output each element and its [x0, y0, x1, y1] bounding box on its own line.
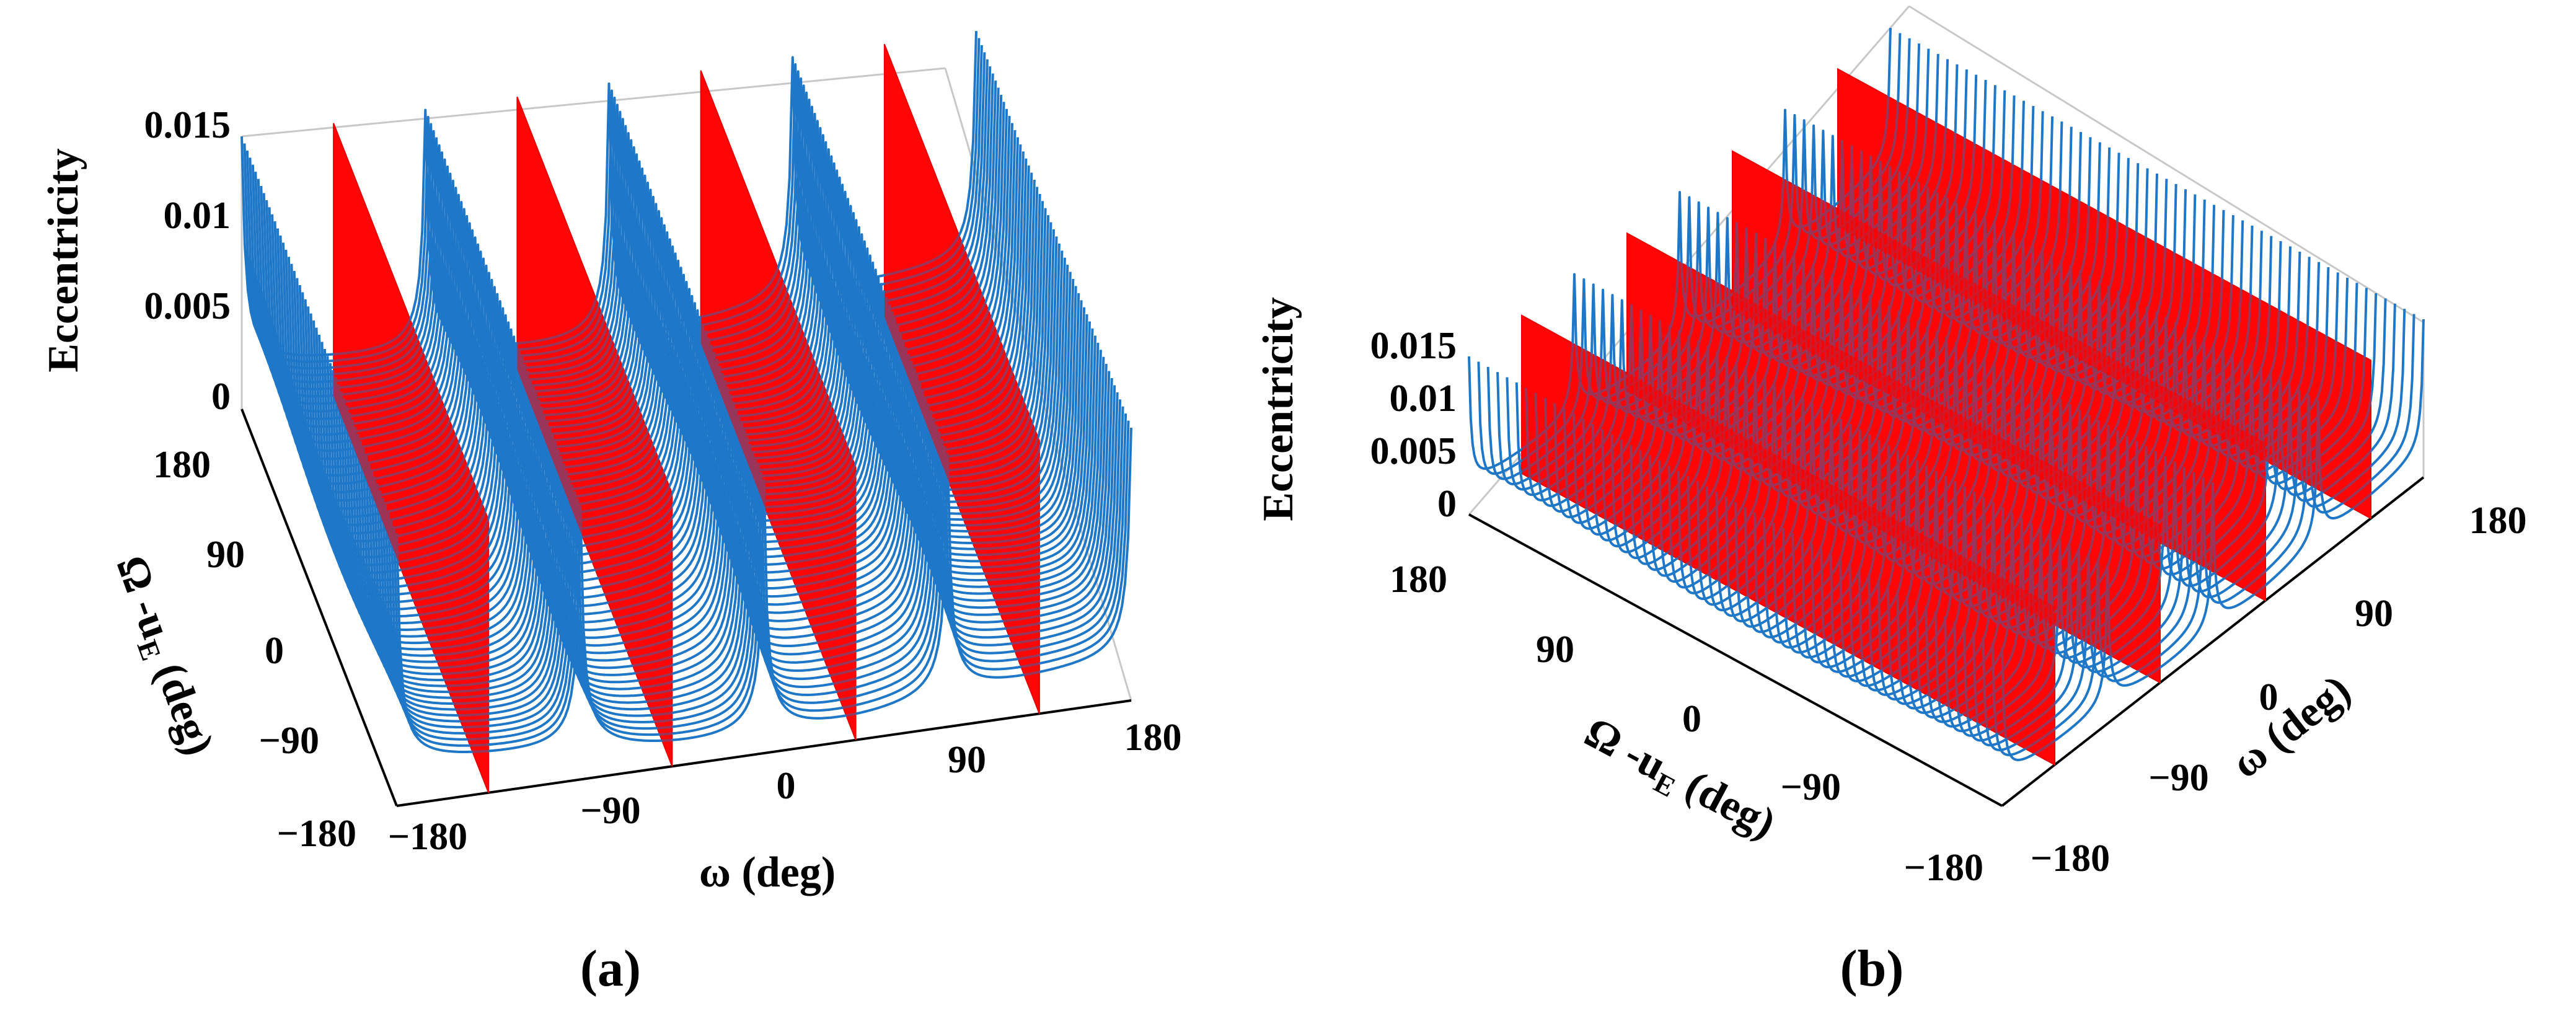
chart-a-zlabel: Eccentricity — [40, 148, 87, 372]
red-plane-overlay-b-0 — [1522, 315, 2055, 765]
panel-label-b: (b) — [1840, 940, 1904, 997]
chart-b-z-ticks: 0.015 0.01 0.005 0 — [1370, 325, 1457, 525]
chart-b-axes — [1468, 476, 2425, 807]
y-tick-a-3: −90 — [259, 720, 319, 762]
y-tick-a-0: 180 — [153, 444, 211, 486]
chart-b-x-ticks: −180 −90 0 90 180 — [2031, 500, 2527, 880]
chart-a-z-ticks: 0.015 0.01 0.005 0 — [144, 104, 231, 418]
chart-a-axes — [240, 409, 1132, 807]
chart-a-y-ticks: 180 90 0 −90 −180 — [153, 444, 356, 855]
z-tick-b-0: 0.015 — [1370, 325, 1457, 367]
chart-a-ylabel: Ω -uE (deg) — [102, 549, 223, 762]
red-plane-overlay-b-2 — [1732, 151, 2265, 601]
chart-b-zlabel: Eccentricity — [1255, 297, 1302, 521]
red-plane-overlay-a-3 — [884, 44, 1039, 714]
red-plane-overlay-b-1 — [1627, 233, 2160, 683]
x-tick-b-4: 180 — [2469, 500, 2527, 542]
chart-b-y-ticks: 180 90 0 −90 −180 — [1390, 559, 1983, 889]
y-tick-b-3: −90 — [1781, 766, 1841, 808]
chart-a-x-ticks: −180 −90 0 90 180 — [388, 717, 1182, 858]
chart-b-xlabel: ω (deg) — [2223, 666, 2360, 787]
chart-a: 0.015 0.01 0.005 0 Eccentricity 180 90 0… — [40, 30, 1182, 997]
z-tick-b-1: 0.01 — [1390, 378, 1457, 420]
x-tick-b-3: 90 — [2355, 593, 2393, 635]
y-tick-a-1: 90 — [206, 534, 245, 576]
z-tick-a-3: 0 — [211, 376, 231, 418]
x-tick-a-4: 180 — [1124, 717, 1182, 759]
red-plane-overlay-a-1 — [517, 97, 673, 767]
x-tick-a-0: −180 — [388, 816, 467, 858]
x-tick-a-1: −90 — [580, 790, 640, 832]
panel-label-a: (a) — [580, 940, 641, 997]
chart-b-ylabel: Ω -uE (deg) — [1575, 708, 1783, 852]
y-tick-b-2: 0 — [1682, 698, 1701, 740]
z-tick-b-2: 0.005 — [1370, 430, 1457, 472]
x-tick-b-0: −180 — [2031, 837, 2110, 880]
x-tick-a-2: 0 — [777, 765, 796, 807]
chart-b-marks — [1468, 27, 2425, 766]
red-plane-overlay-a-0 — [333, 123, 489, 793]
red-plane-overlay-b-3 — [1838, 69, 2371, 519]
y-tick-a-4: −180 — [277, 813, 356, 855]
y-tick-b-0: 180 — [1390, 559, 1447, 601]
chart-a-marks — [240, 30, 1132, 793]
y-tick-a-2: 0 — [265, 630, 284, 672]
z-tick-a-0: 0.015 — [144, 104, 231, 146]
x-tick-a-3: 90 — [948, 739, 986, 781]
chart-a-xlabel: ω (deg) — [699, 849, 836, 896]
z-tick-a-1: 0.01 — [164, 195, 231, 237]
y-tick-b-1: 90 — [1536, 629, 1574, 671]
x-tick-b-2: 0 — [2259, 676, 2278, 718]
chart-b: 0.015 0.01 0.005 0 Eccentricity 180 90 0… — [1255, 5, 2527, 997]
red-plane-overlay-a-2 — [700, 70, 856, 740]
z-tick-a-2: 0.005 — [144, 285, 231, 327]
y-tick-b-4: −180 — [1904, 847, 1983, 889]
z-tick-b-3: 0 — [1437, 483, 1457, 525]
x-tick-b-1: −90 — [2148, 757, 2208, 799]
